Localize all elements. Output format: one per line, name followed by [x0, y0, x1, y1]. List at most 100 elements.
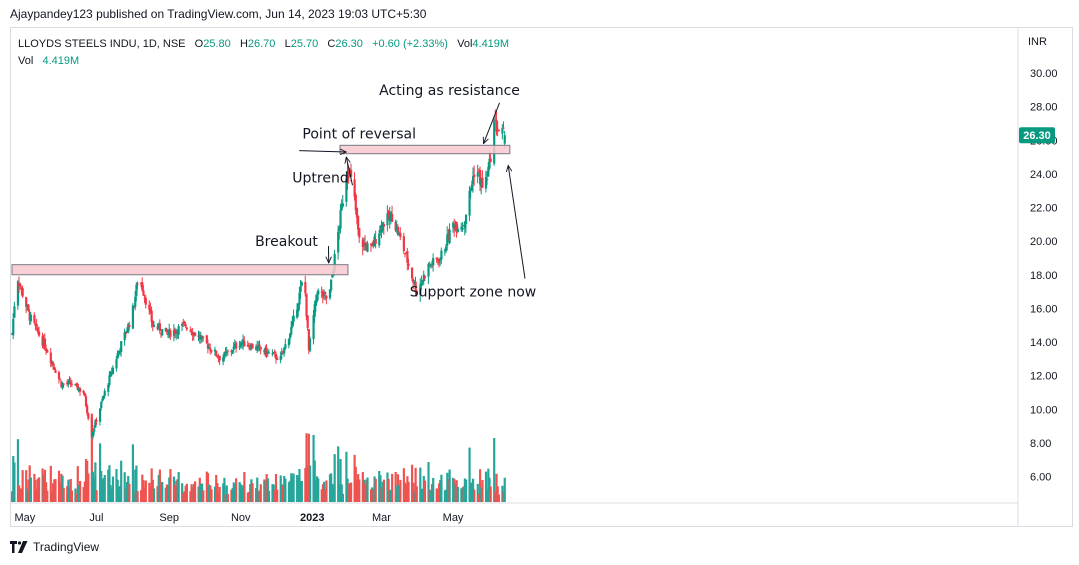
candle-body: [84, 396, 88, 406]
candle-body: [91, 431, 95, 437]
volume-bar: [174, 484, 177, 502]
candle-body: [124, 331, 127, 334]
volume-bar: [184, 485, 187, 502]
candle-body: [157, 324, 160, 329]
volume-bar: [290, 473, 293, 502]
chart-frame[interactable]: [10, 27, 1073, 527]
time-tick-label: Jul: [89, 512, 103, 524]
volume-bar: [152, 488, 156, 502]
candle-body: [62, 383, 65, 385]
candle-body: [423, 276, 427, 278]
candle-body: [395, 226, 398, 231]
volume-bar: [93, 477, 96, 502]
legend-volume-label[interactable]: Vol: [18, 55, 34, 67]
candle-body: [140, 282, 143, 284]
volume-bar: [13, 462, 16, 502]
volume-bar: [235, 478, 238, 502]
candle-body: [497, 130, 500, 132]
volume-bar: [190, 484, 193, 502]
candle-body: [161, 328, 164, 336]
volume-bar: [242, 485, 245, 502]
volume-bar: [348, 483, 352, 502]
volume-bar: [437, 483, 441, 502]
volume-bar: [415, 486, 418, 502]
volume-bar: [279, 475, 282, 502]
candle-body: [304, 282, 307, 294]
candle-body: [125, 330, 129, 333]
candle-body: [292, 315, 295, 322]
volume-bar: [480, 487, 483, 502]
candle-body: [259, 346, 262, 350]
candle-body: [412, 279, 415, 283]
volume-bar: [427, 462, 430, 502]
candle-body: [35, 324, 38, 327]
time-axis[interactable]: May Jul Sep Nov 2023 Mar May: [15, 512, 464, 524]
legend-volume-value: 4.419M: [42, 55, 80, 67]
volume-bar: [41, 468, 44, 502]
candle-body: [369, 243, 373, 246]
candle-body: [68, 381, 71, 383]
footer-brand[interactable]: TradingView: [10, 540, 99, 554]
volume-bar: [289, 480, 292, 502]
candle-body: [247, 345, 251, 347]
volume-bar: [34, 479, 37, 502]
volume-bar: [374, 478, 377, 502]
candle-body: [151, 320, 154, 327]
volume-bar: [246, 492, 249, 502]
volume-bar: [57, 470, 61, 502]
candle-body: [456, 228, 459, 232]
candle-body: [67, 381, 70, 385]
volume-bar: [281, 485, 285, 502]
volume-bar: [264, 481, 267, 502]
candle-body: [100, 402, 103, 409]
volume-bar: [135, 465, 138, 502]
volume-bar: [304, 468, 307, 502]
legend: LLOYDS STEELS INDU, 1D, NSE O25.80 H26.7…: [18, 36, 509, 70]
volume-bar: [131, 444, 135, 502]
legend-high: 26.70: [247, 38, 276, 50]
volume-bar: [369, 489, 373, 502]
volume-bar: [300, 480, 303, 502]
volume-bar: [371, 487, 374, 502]
candle-body: [394, 222, 397, 231]
currency-label[interactable]: INR: [1028, 36, 1047, 48]
time-tick-label: Mar: [372, 512, 391, 524]
volume-bar: [67, 479, 70, 502]
volume-bar: [440, 474, 443, 502]
volume-bar: [338, 484, 341, 502]
volume-bar: [239, 484, 242, 502]
candle-body: [289, 333, 292, 339]
candle-body: [258, 344, 261, 346]
candle-body: [209, 348, 212, 351]
volume-bar: [353, 454, 356, 502]
volume-bar: [386, 472, 389, 502]
candle-body: [313, 303, 316, 317]
candle-body: [226, 350, 230, 352]
legend-symbol[interactable]: LLOYDS STEELS INDU, 1D, NSE: [18, 38, 186, 50]
volume-bar: [181, 483, 184, 502]
volume-bar: [49, 465, 52, 502]
volume-bar: [432, 477, 435, 502]
candle-body: [480, 179, 483, 187]
candle-body: [396, 226, 400, 236]
candle-body: [339, 210, 342, 229]
candle-body: [353, 179, 356, 197]
candle-body: [325, 296, 328, 299]
candle-body: [265, 347, 268, 355]
volume-bar: [66, 486, 69, 502]
candle-body: [16, 281, 20, 306]
candle-body: [443, 249, 447, 251]
candle-body: [347, 171, 350, 178]
volume-bar: [117, 487, 120, 502]
candle-body: [340, 203, 343, 211]
zone-rect: [339, 144, 511, 155]
volume-bar: [420, 488, 423, 502]
volume-bar: [413, 491, 416, 502]
candle-body: [452, 222, 455, 228]
candle-body: [337, 231, 340, 253]
volume-bar: [266, 478, 269, 502]
volume-bar: [276, 489, 279, 502]
volume-bar: [254, 488, 258, 502]
volume-bar: [355, 479, 359, 502]
